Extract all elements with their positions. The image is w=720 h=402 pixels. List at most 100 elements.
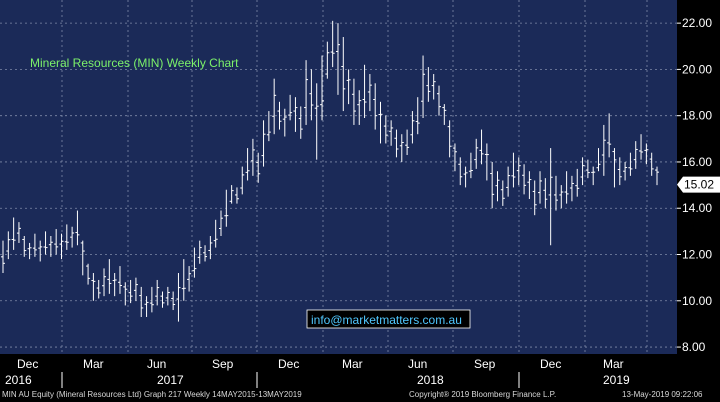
ohlc-bar: [527, 171, 532, 199]
last-price-label: 15.02: [684, 178, 714, 192]
ohlc-bar: [569, 175, 574, 202]
ohlc-bar: [112, 273, 117, 297]
x-month-label: Sep: [474, 357, 496, 371]
ohlc-bar: [229, 185, 234, 204]
ohlc-bar: [484, 143, 489, 181]
ohlc-bar: [282, 108, 287, 137]
last-price-marker: 15.02: [677, 176, 720, 193]
ohlc-bar: [70, 226, 75, 248]
y-tick-label: 22.00: [682, 16, 712, 30]
ohlc-bar: [559, 185, 564, 209]
y-tick-label: 12.00: [682, 248, 712, 262]
ohlc-bar: [580, 157, 585, 186]
ohlc-bar: [96, 279, 101, 299]
ohlc-bar: [516, 157, 521, 186]
y-axis-labels: 8.00 10.00 12.00 14.00 16.00 18.00 20.00 22.00: [677, 16, 712, 354]
x-month-label: Mar: [342, 357, 363, 371]
ohlc-bar: [197, 240, 202, 264]
x-month-label: Mar: [603, 357, 624, 371]
ohlc-bar: [181, 259, 186, 301]
footer-copyright: Copyright® 2019 Bloomberg Finance L.P.: [409, 390, 557, 399]
ohlc-bar: [219, 210, 223, 236]
x-axis-labels: Dec Mar Jun Sep Dec Mar Jun Sep Dec Mar 2016 2017 20…: [5, 357, 630, 388]
ohlc-bar: [91, 273, 96, 301]
y-tick-label: 10.00: [682, 294, 712, 308]
ohlc-bar: [601, 124, 606, 176]
ohlc-bar: [415, 97, 420, 135]
ohlc-bar: [426, 67, 431, 102]
ohlc-bar: [32, 233, 37, 257]
ohlc-bar: [330, 20, 335, 68]
ohlc-bar: [213, 219, 218, 248]
ohlc-bar: [11, 217, 16, 250]
x-year-label: 2018: [417, 373, 444, 387]
ohlc-bars: [1, 20, 659, 322]
ohlc-bar: [48, 236, 53, 257]
ohlc-bar: [532, 180, 537, 216]
x-month-label: Dec: [540, 357, 561, 371]
ohlc-bar: [591, 166, 596, 186]
ohlc-bar: [80, 240, 85, 276]
ohlc-bar: [458, 157, 463, 186]
ohlc-bar: [383, 115, 388, 144]
ohlc-bar: [463, 166, 468, 188]
footer-timestamp: 13-May-2019 09:22:06: [622, 390, 703, 399]
ohlc-bar: [367, 74, 372, 112]
y-tick-label: 16.00: [682, 155, 712, 169]
ohlc-bar: [394, 129, 399, 158]
ohlc-bar: [277, 101, 282, 130]
ohlc-bar: [607, 113, 612, 158]
ohlc-bar: [490, 161, 495, 209]
ohlc-bar: [628, 152, 633, 176]
ohlc-bar: [612, 148, 617, 188]
ohlc-bar: [22, 236, 27, 257]
ohlc-bar: [410, 111, 415, 144]
ohlc-bar: [373, 83, 378, 130]
ohlc-bar: [86, 263, 91, 285]
ohlc-bar: [272, 78, 277, 135]
ohlc-bar: [304, 60, 309, 125]
ohlc-bar: [261, 120, 266, 167]
grid-lines: [0, 0, 677, 354]
ohlc-bar: [506, 166, 511, 197]
ohlc-bar: [43, 231, 48, 255]
footer: MIN AU Equity (Mineral Resources Ltd) Gr…: [0, 388, 720, 402]
ohlc-bar: [27, 242, 32, 260]
ohlc-bar: [123, 282, 128, 306]
ohlc-bar: [250, 138, 255, 176]
ohlc-bar: [208, 236, 213, 260]
ohlc-bar: [203, 245, 208, 262]
ohlc-bar: [399, 134, 404, 162]
x-axis-band: [0, 354, 677, 388]
ohlc-bar: [452, 143, 457, 172]
ohlc-bar: [357, 90, 362, 125]
y-tick-label: 8.00: [682, 340, 706, 354]
ohlc-bar: [437, 85, 441, 116]
ohlc-bar: [256, 152, 261, 183]
ohlc-bar: [362, 64, 367, 118]
ohlc-bar: [431, 74, 436, 100]
ohlc-bar: [548, 148, 553, 246]
ohlc-bar: [149, 286, 154, 313]
ohlc-bar: [1, 240, 5, 274]
ohlc-bar: [325, 41, 330, 79]
ohlc-bar: [596, 148, 601, 172]
ohlc-bar: [240, 166, 245, 195]
ohlc-bar: [644, 143, 649, 165]
ohlc-bar: [479, 129, 484, 165]
ohlc-bar: [160, 291, 165, 308]
ohlc-bar: [54, 229, 59, 255]
last-price-tag: [677, 176, 720, 193]
ohlc-bar: [623, 161, 628, 181]
ohlc-bar: [155, 279, 160, 306]
ohlc-bar: [474, 138, 479, 169]
ohlc-bar: [75, 210, 80, 246]
ohlc-bar: [38, 240, 43, 262]
y-tick-label: 18.00: [682, 109, 712, 123]
ohlc-bar: [447, 120, 452, 158]
ohlc-bar: [224, 189, 229, 227]
chart-title: Mineral Resources (MIN) Weekly Chart: [30, 56, 239, 70]
ohlc-bar: [320, 55, 325, 121]
ohlc-bar: [139, 286, 144, 317]
